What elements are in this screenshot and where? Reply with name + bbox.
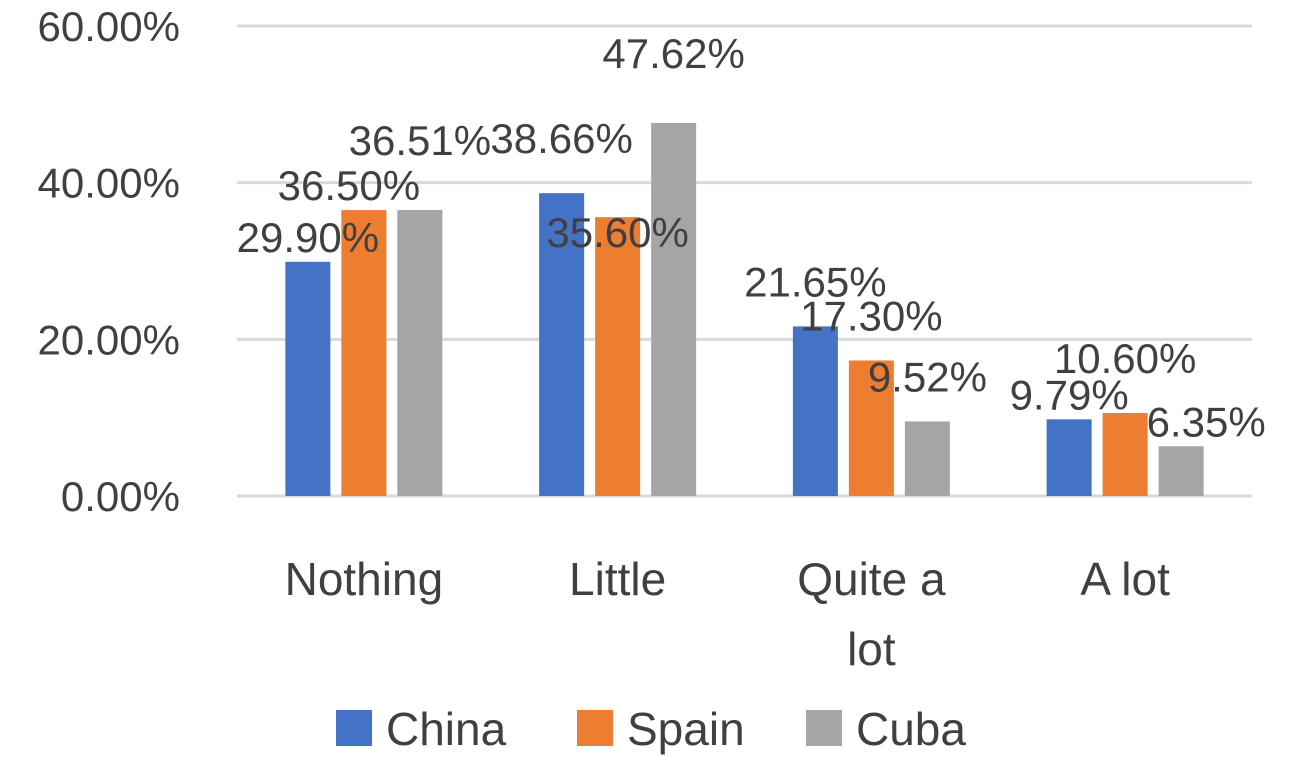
bar-china-4 [1046,419,1092,496]
y-tick-label: 40.00% [38,160,180,207]
bar-spain-3 [848,360,894,496]
bars [285,122,1204,497]
data-label: 10.60% [1054,335,1196,382]
bar-china-3 [792,326,838,496]
legend-swatch-spain [577,710,613,746]
data-label: 47.62% [602,30,744,77]
bar-cuba-2 [651,122,697,496]
y-tick-label: 0.00% [61,473,180,520]
category-label: Nothing [285,553,444,605]
data-label: 21.65% [744,258,886,305]
data-labels: 29.90% 36.50%36.51% 38.66% 35.60% 47.62% 21.6… [237,30,1266,445]
data-label: 36.51% [349,117,491,164]
data-label: 9.79% [1010,371,1129,418]
bar-cuba-3 [904,421,950,496]
category-label: Quite a lot [797,553,946,675]
y-tick-label: 20.00% [38,316,180,363]
legend-swatch-china [336,710,372,746]
category-label: Little [569,553,666,605]
legend-swatch-cuba [806,710,842,746]
bar-china-2 [539,193,585,496]
x-axis-category-labels: Nothing Little Quite a lot A lot [285,553,1171,675]
category-label: A lot [1080,553,1170,605]
bar-spain-1 [341,210,387,497]
legend-label: Spain [627,703,745,755]
data-label: 29.90% [237,214,379,261]
data-label: 6.35% [1147,398,1266,445]
legend-label: Cuba [856,703,966,755]
y-tick-label: 60.00% [38,3,180,50]
bar-cuba-4 [1158,446,1204,496]
data-label: 17.30% [800,292,942,339]
data-label: 36.50% [278,162,420,209]
data-label: 35.60% [546,209,688,256]
data-label: 9.52% [868,353,987,400]
bar-spain-2 [595,217,641,496]
bar-cuba-1 [397,210,443,496]
y-axis-tick-labels: 0.00% 20.00% 40.00% 60.00% [38,3,180,520]
data-label: 38.66% [490,115,632,162]
legend: China Spain Cuba [336,703,966,755]
legend-label: China [386,703,507,755]
bar-spain-4 [1102,412,1148,496]
bar-china-1 [285,261,331,496]
